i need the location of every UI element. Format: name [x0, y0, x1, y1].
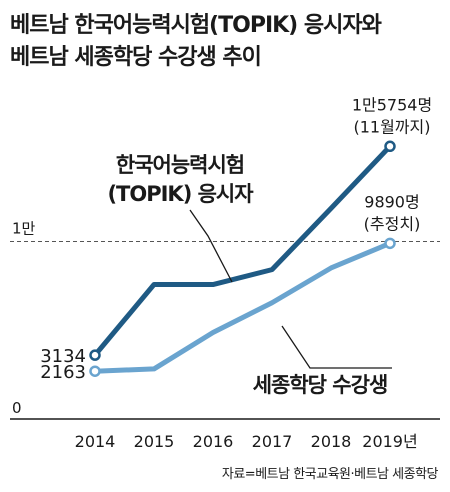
- chart-title-line-1: 베트남 한국어능력시험(TOPIK) 응시자와: [10, 13, 382, 38]
- x-tick-label: 2019년: [362, 432, 417, 451]
- data-label: (추정치): [364, 214, 421, 233]
- x-tick-label: 2016: [193, 432, 234, 451]
- series-name-label: 세종학당 수강생: [253, 373, 388, 397]
- series-point: [384, 140, 396, 153]
- series-point: [89, 349, 101, 361]
- data-label: (11월까지): [353, 117, 430, 136]
- series-leader-line: [281, 325, 392, 369]
- series-line: [92, 240, 393, 374]
- x-tick-label: 2015: [134, 432, 175, 451]
- data-label: 1만5754명: [352, 95, 432, 114]
- data-label: 2163: [40, 362, 86, 383]
- chart-title-line-2: 베트남 세종학당 수강생 추이: [10, 45, 262, 70]
- series-name-label: 한국어능력시험: [116, 153, 244, 177]
- series-line: [92, 143, 393, 358]
- data-label: 3134: [40, 346, 86, 367]
- series-point: [89, 365, 101, 377]
- x-tick-label: 2014: [75, 432, 116, 451]
- x-tick-label: 2017: [252, 432, 293, 451]
- series-point: [384, 237, 396, 250]
- series-leader-line: [189, 209, 233, 283]
- data-label: 9890명: [364, 192, 419, 211]
- x-tick-label: 2018: [311, 432, 352, 451]
- series-name-label: (TOPIK) 응시자: [107, 182, 254, 206]
- chart-title: 베트남 한국어능력시험(TOPIK) 응시자와 베트남 세종학당 수강생 추이: [10, 10, 440, 74]
- y-tick-label: 1만: [12, 220, 36, 238]
- y-tick-label: 0: [12, 399, 22, 417]
- source-note: 자료=베트남 한국교육원·베트남 세종학당: [221, 467, 439, 482]
